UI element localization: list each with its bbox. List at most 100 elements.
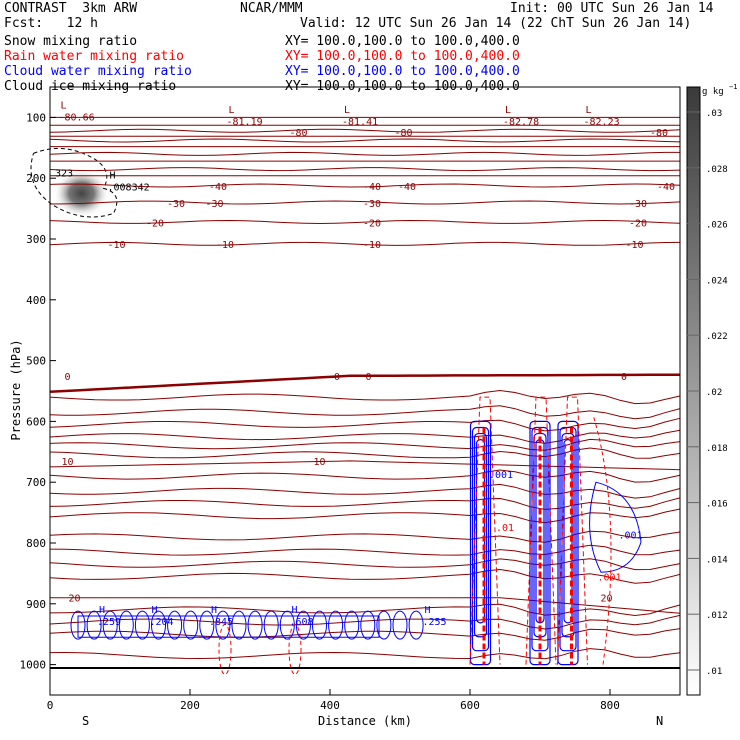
isotherm-contour: [49, 167, 681, 172]
extremum-value: .608: [290, 617, 314, 628]
extremum-value: -81.19: [227, 117, 263, 128]
cloud-water-cell-lowlevel: [215, 610, 231, 640]
isotherm-contour: [49, 241, 681, 246]
isotherm-line-lower: [49, 483, 681, 499]
extremum-value: -80.66: [59, 112, 95, 123]
contour-label: 0: [64, 372, 70, 383]
rain-water-contour: [469, 396, 501, 665]
contour-label: -40: [398, 182, 416, 193]
contour-label: -10: [107, 240, 125, 251]
colorbar-unit: g kg: [702, 87, 724, 97]
extremum-mark: L: [344, 105, 350, 116]
contour-label: -20: [629, 219, 647, 230]
extremum-mark: L: [229, 105, 235, 116]
cloud-water-cell-lowlevel: [70, 610, 86, 640]
y-tick-label: 600: [26, 415, 46, 428]
cloud-water-cell-lowlevel: [344, 610, 360, 640]
extremum-mark: H: [99, 605, 105, 616]
contour-label: -20: [146, 219, 164, 230]
cloud-water-cell-lowlevel: [102, 610, 118, 640]
extremum-value: .259: [97, 617, 121, 628]
extremum-value: -81.41: [342, 117, 378, 128]
contour-label: -30: [205, 199, 223, 210]
cloud-water-cell-lowlevel: [376, 610, 392, 640]
isotherm-line-lower: [49, 405, 681, 420]
colorbar-tick-label: .018: [706, 444, 728, 454]
cloud-water-cell-lowlevel: [183, 610, 199, 640]
contour-label: 10: [313, 457, 325, 468]
isotherm-line-lower: [49, 429, 681, 444]
contour-label: 20: [68, 594, 80, 605]
colorbar-tick-label: .024: [706, 276, 728, 286]
extremum-value: -82.23: [584, 117, 620, 128]
extremum-mark: L: [505, 105, 511, 116]
extremum-value: .001: [489, 470, 513, 481]
extremum-value: .255: [423, 617, 447, 628]
init-time: Init: 00 UTC Sun 26 Jan 14: [510, 1, 714, 16]
extremum-value: .204: [150, 617, 174, 628]
extremum-mark: H: [211, 605, 217, 616]
model-title: CONTRAST 3km ARW: [4, 1, 138, 16]
y-tick-label: 300: [26, 233, 46, 246]
contour-label: -30: [629, 199, 647, 210]
extremum-mark: H: [425, 605, 431, 616]
x-tick-label: 400: [320, 699, 340, 712]
isotherm-line-lower: [49, 438, 681, 451]
forecast-hour: Fcst: 12 h: [4, 16, 98, 31]
cloud-water-cell-lowlevel: [312, 610, 327, 640]
isotherm-line-lower: [49, 389, 681, 405]
isotherm-line-lower: [49, 447, 681, 459]
colorbar-tick-label: .016: [706, 500, 728, 510]
isotherm-line-lower: [49, 568, 681, 584]
cloud-water-cell-lowlevel: [408, 610, 424, 640]
cloud-water-column: [471, 426, 490, 652]
contour-label: 0: [365, 372, 371, 383]
isotherm-line-lower: [49, 530, 681, 543]
cloud-water-cell: [589, 481, 642, 573]
cloud-water-layer: [77, 615, 380, 638]
north-label: N: [656, 714, 663, 728]
y-axis-label: Pressure (hPa): [9, 339, 23, 440]
contour-label: -10: [625, 240, 643, 251]
isotherm-contour: [49, 183, 681, 188]
contour-label: 0: [334, 372, 340, 383]
cloud-water-column: [469, 420, 492, 666]
contour-label: -10: [216, 240, 234, 251]
colorbar-tick-label: .014: [706, 555, 728, 565]
contour-label: 20: [600, 594, 612, 605]
y-tick-label: 400: [26, 294, 46, 307]
extremum-mark: H: [292, 605, 298, 616]
cloud-water-cell-lowlevel: [263, 610, 279, 640]
x-tick-label: 800: [600, 699, 620, 712]
isotherm-line-lower: [49, 544, 681, 556]
contour-label: -30: [167, 199, 185, 210]
field-snow-name: Snow mixing ratio: [4, 34, 138, 49]
isotherm-contour: [49, 219, 681, 225]
extremum-value: .001: [598, 573, 622, 584]
x-tick-label: 0: [47, 699, 54, 712]
cloud-water-cell-lowlevel: [360, 610, 376, 640]
contour-label: -80: [394, 128, 412, 139]
extremum-value: .01: [496, 523, 514, 534]
contour-label: -40: [363, 182, 381, 193]
rain-water-cell: [288, 623, 302, 675]
cloud-water-cell-lowlevel: [328, 610, 344, 640]
field-snow-xy: XY= 100.0,100.0 to 100.0,400.0: [285, 34, 520, 49]
cloud-water-column: [559, 426, 577, 652]
extremum-value: 323: [55, 168, 73, 179]
contour-label: -30: [363, 199, 381, 210]
x-tick-label: 200: [180, 699, 200, 712]
colorbar-tick-label: .02: [706, 388, 722, 398]
contour-label: 10: [61, 457, 73, 468]
colorbar-tick-label: .03: [706, 109, 722, 119]
isotherm-line-lower: [49, 497, 681, 510]
rain-water-cell: [218, 623, 232, 675]
y-tick-label: 100: [26, 111, 46, 124]
contour-label: -20: [363, 219, 381, 230]
x-axis-label: Distance (km): [318, 714, 412, 728]
isotherm-contour: [49, 200, 681, 205]
cloud-water-cell-lowlevel: [167, 610, 183, 640]
plot-frame: [49, 86, 681, 696]
cloud-water-column: [557, 420, 579, 666]
